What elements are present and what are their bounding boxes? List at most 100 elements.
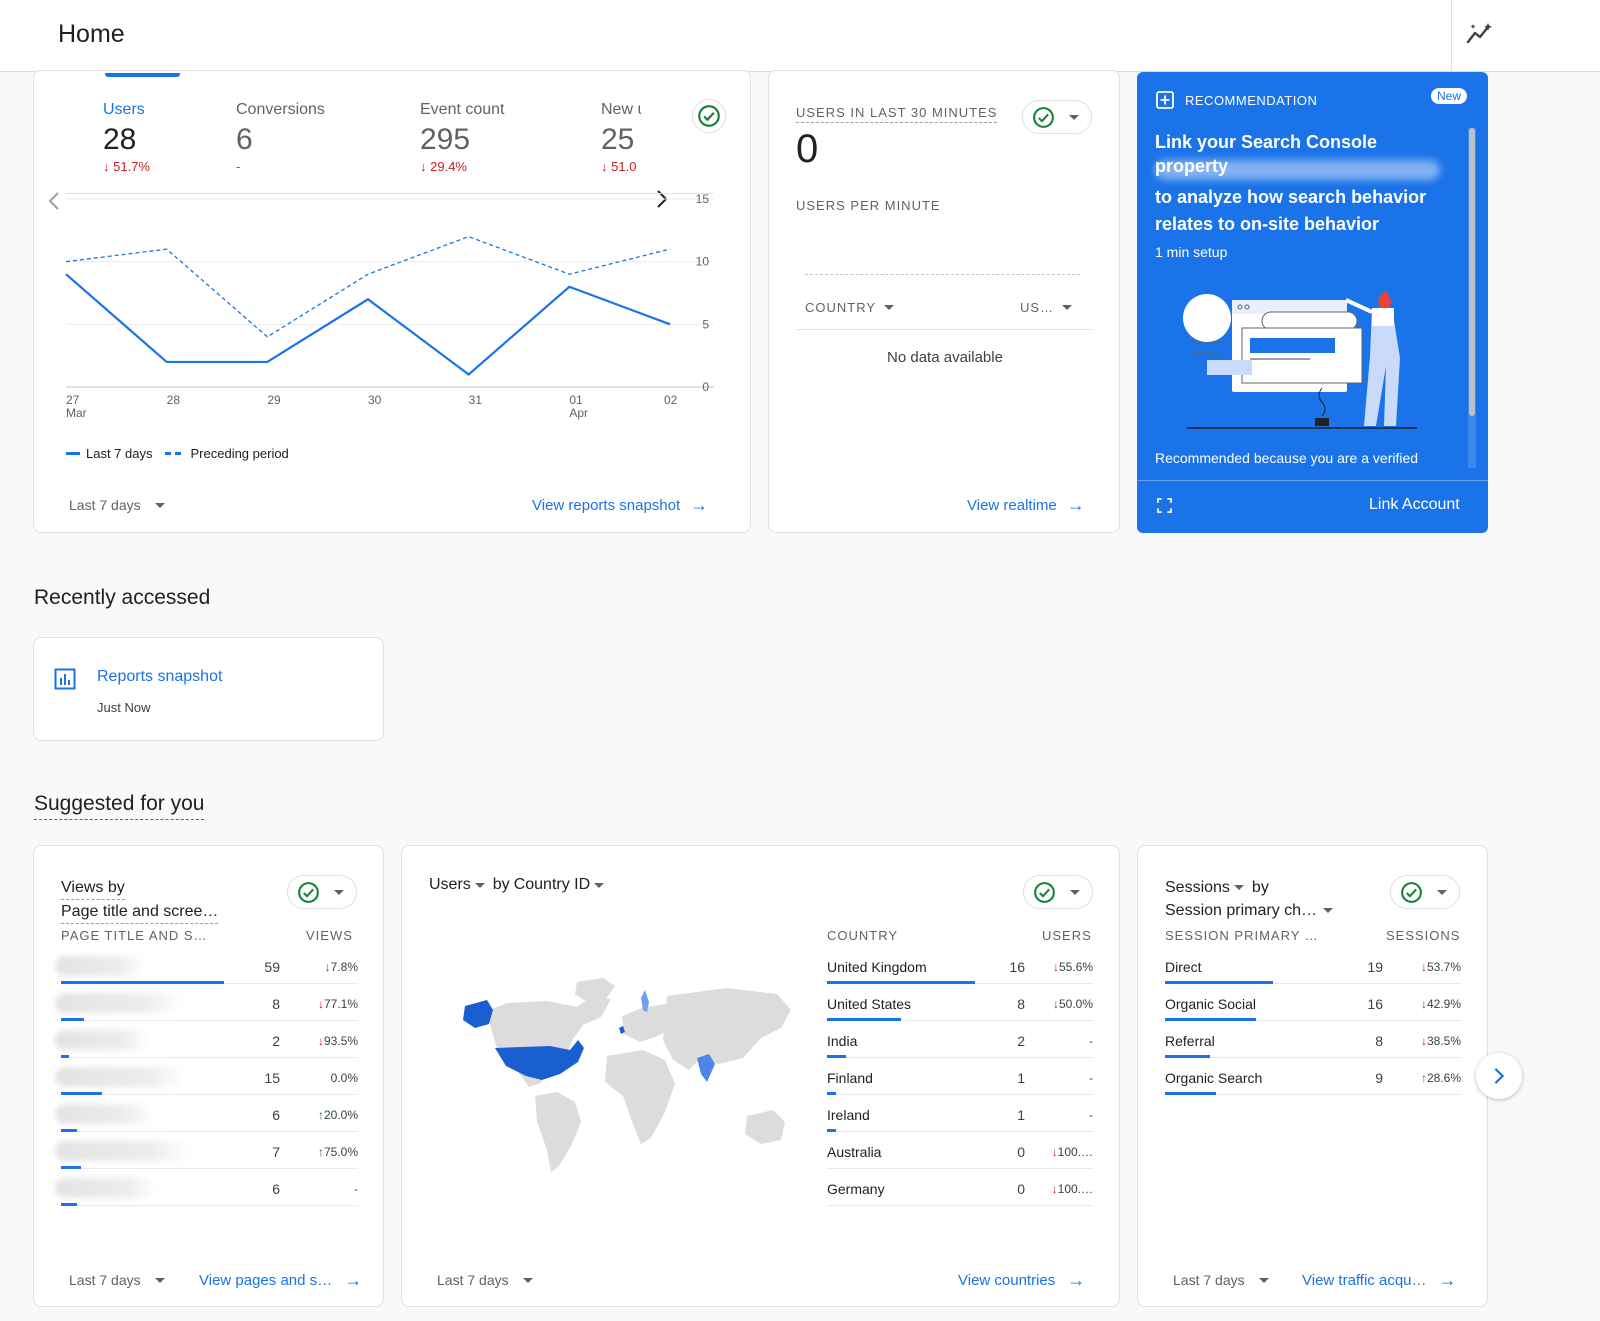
arrow-down-icon: ↓ [103,159,110,174]
check-circle-icon [1033,107,1054,128]
table-row[interactable]: Germany 0 ↓100.… [827,1169,1093,1206]
table-row[interactable]: Direct 19 ↓53.7% [1165,947,1461,984]
table-row[interactable]: 59 ↓7.8% [55,947,358,984]
caret-down-icon [154,502,165,508]
tab-conversions[interactable]: Conversions 6 - [236,101,366,181]
views-quality-dropdown[interactable] [287,875,357,909]
table-row[interactable]: 6- [55,1169,358,1206]
scrollbar-thumb[interactable] [1469,128,1475,416]
arrow-down-icon: ↓ [1420,997,1427,1011]
x-tick-sublabel: Apr [569,406,588,420]
view-pages-link[interactable]: View pages and s… → [199,1270,362,1291]
date-range-dropdown[interactable]: Last 7 days [1173,1272,1269,1288]
expand-icon[interactable] [1157,498,1172,513]
caret-down-icon [334,890,344,895]
tab-new-users[interactable]: New u 25 ↓ 51.0 [601,101,641,181]
row-bar [61,1055,70,1058]
data-quality-indicator[interactable] [692,99,726,133]
table-row[interactable]: 8 ↓77.1% [55,984,358,1021]
sessions-quality-dropdown[interactable] [1390,875,1460,909]
carousel-next-button[interactable] [1476,1053,1522,1099]
realtime-table-divider [796,329,1091,330]
recommendation-scrollbar[interactable] [1468,128,1476,468]
row-bar [1165,1055,1211,1058]
users-column-header[interactable]: US… [1020,300,1073,315]
view-reports-snapshot-link[interactable]: View reports snapshot → [532,495,708,516]
country-table: United Kingdom 16 ↓55.6% United States 8 ↓50.… [827,947,1093,1206]
date-range-dropdown[interactable]: Last 7 days [437,1272,533,1288]
legend-dashed-swatch [164,452,185,455]
recommendation-footer: Recommended because you are a verified [1155,450,1419,466]
recent-item-title[interactable]: Reports snapshot [97,668,223,685]
arrow-down-icon: ↓ [324,960,331,974]
row-label: Organic Search [1165,1070,1263,1086]
row-bar [827,1018,901,1021]
country-card-title[interactable]: Users by Country ID [429,876,605,894]
caret-down-icon [884,305,895,310]
date-range-dropdown[interactable]: Last 7 days [69,1272,165,1288]
table-row[interactable]: 6 ↑20.0% [55,1095,358,1132]
row-bar [61,981,224,984]
row-change: - [1089,1034,1093,1048]
table-row[interactable]: United States 8 ↓50.0% [827,984,1093,1021]
table-row[interactable]: India 2 - [827,1021,1093,1058]
redacted-row-label [55,1030,149,1050]
change-value: 50.0% [1058,997,1093,1011]
arrow-down-icon: ↓ [1420,1034,1427,1048]
tab-users[interactable]: Users 28 ↓ 51.7% [103,101,213,181]
row-change: ↑20.0% [318,1108,358,1122]
row-change: ↓53.7% [1421,960,1461,974]
x-tick-label: 30 [368,393,382,407]
top-bar: Home [0,0,1600,72]
table-row[interactable]: 15 0.0% [55,1058,358,1095]
table-row[interactable]: United Kingdom 16 ↓55.6% [827,947,1093,984]
caret-down-icon [154,1277,165,1283]
change-value: 7.8% [330,960,358,974]
table-row[interactable]: 7 ↑75.0% [55,1132,358,1169]
recent-item-card[interactable]: Reports snapshot Just Now [33,637,384,741]
country-quality-dropdown[interactable] [1023,875,1093,909]
tab-change: ↓ 51.7% [103,159,150,174]
title-dim: Session primary ch… [1165,902,1318,919]
table-row[interactable]: Finland 1 - [827,1058,1093,1095]
tab-value: 295 [420,123,471,156]
table-row[interactable]: 2 ↓93.5% [55,1021,358,1058]
date-range-dropdown[interactable]: Last 7 days [69,497,165,513]
link-account-button[interactable]: Link Account [1369,496,1460,513]
country-column-header[interactable]: COUNTRY [805,300,895,315]
arrow-right-icon: → [690,495,709,515]
views-card-title[interactable]: Views by Page title and scree… [61,876,219,924]
row-change: - [1089,1108,1093,1122]
realtime-quality-dropdown[interactable] [1022,100,1092,134]
table-row[interactable]: Referral 8 ↓38.5% [1165,1021,1461,1058]
table-row[interactable]: Organic Social 16 ↓42.9% [1165,984,1461,1021]
change-value: 55.6% [1058,960,1093,974]
chevron-left-icon[interactable] [48,191,60,211]
arrow-up-icon: ↑ [317,1108,324,1122]
row-change: ↓38.5% [1421,1034,1461,1048]
date-range-label: Last 7 days [69,1272,141,1288]
view-realtime-link[interactable]: View realtime → [967,495,1085,516]
table-row[interactable]: Ireland 1 - [827,1095,1093,1132]
title-line1: Views by [61,876,125,900]
chevron-right-icon [1494,1068,1505,1084]
x-tick-label: 29 [267,393,281,407]
table-row[interactable]: Australia 0 ↓100.… [827,1132,1093,1169]
link-label: View traffic acqu… [1302,1272,1427,1289]
tab-label: Event count [420,101,505,118]
sessions-card-title[interactable]: Sessions by Session primary ch… [1165,876,1405,922]
row-bar [61,1092,102,1095]
view-traffic-link[interactable]: View traffic acqu… → [1302,1270,1457,1291]
arrow-down-icon: ↓ [317,1034,324,1048]
y-tick-label: 15 [696,192,710,206]
arrow-right-icon: → [1067,1270,1086,1290]
insights-icon[interactable] [1466,22,1494,46]
legend-current: Last 7 days [86,446,153,461]
view-countries-link[interactable]: View countries → [958,1270,1085,1291]
y-tick-label: 10 [696,255,710,269]
row-change: ↑75.0% [318,1145,358,1159]
row-change: ↓93.5% [318,1034,358,1048]
tab-event-count[interactable]: Event count 295 ↓ 29.4% [420,101,550,181]
table-row[interactable]: Organic Search 9 ↑28.6% [1165,1058,1461,1095]
redacted-row-label [55,956,145,976]
